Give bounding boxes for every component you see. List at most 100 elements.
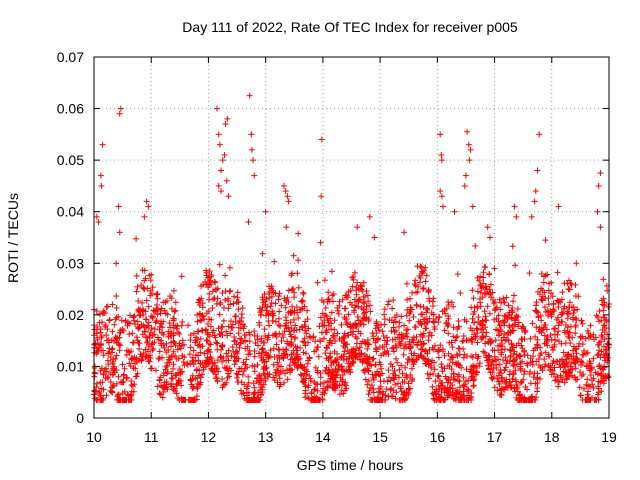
data-point [412,324,419,331]
data-point [268,293,275,300]
data-point [353,340,360,347]
data-point [555,304,562,311]
data-point [542,321,549,328]
data-point [159,354,166,361]
data-point [290,285,297,292]
data-point [285,287,292,294]
data-point [412,277,419,284]
data-point [570,347,577,354]
data-point [342,316,349,323]
data-point [170,348,177,355]
data-point [321,335,328,342]
data-point [251,353,258,360]
data-point [242,345,249,352]
data-point [106,316,113,323]
data-point [411,350,418,357]
data-point [264,373,271,380]
data-point [367,308,374,315]
data-point [519,358,526,365]
data-point [398,313,405,320]
x-tick-label: 14 [315,429,331,445]
data-point [132,321,139,328]
data-point [290,316,297,323]
data-point [127,312,134,319]
data-point [527,380,534,387]
data-point [600,322,607,329]
data-point [290,252,297,259]
data-point [599,301,606,308]
data-point [521,368,528,375]
data-point [564,310,571,317]
data-point [514,305,521,312]
data-point [234,379,241,386]
data-point [486,310,493,317]
data-point [530,374,537,381]
data-point [175,329,182,336]
data-point [200,313,207,320]
data-point [219,157,226,164]
data-point [445,330,452,337]
data-point [524,352,531,359]
data-point [232,313,239,320]
data-point [563,353,570,360]
data-point [475,314,482,321]
data-point [232,318,239,325]
data-point [435,372,442,379]
data-point [528,213,535,220]
data-point [413,289,420,296]
data-point [486,286,493,293]
data-point [311,386,318,393]
data-point [186,351,193,358]
data-point [179,318,186,325]
data-point [210,296,217,303]
data-point [237,339,244,346]
data-point [287,319,294,326]
data-point [327,315,334,322]
data-point [217,301,224,308]
x-tick-label: 12 [201,429,217,445]
data-point [555,322,562,329]
data-point [368,362,375,369]
data-point [527,335,534,342]
data-point [276,371,283,378]
data-point [123,375,130,382]
data-point [467,146,474,153]
data-point [148,365,155,372]
data-point [342,344,349,351]
data-point [251,172,258,179]
data-point [599,365,606,372]
data-point [418,264,425,271]
data-point [151,326,158,333]
data-point [491,306,498,313]
y-tick-label: 0.03 [57,255,84,271]
data-point [169,375,176,382]
data-point [216,141,223,148]
data-point [344,332,351,339]
data-point [430,318,437,325]
data-point [274,359,281,366]
data-point [93,380,100,387]
data-point [385,298,392,305]
data-point [568,281,575,288]
data-point [428,362,435,369]
data-point [536,131,543,138]
data-point [392,355,399,362]
data-point [261,326,268,333]
data-point [168,370,175,377]
data-point [517,360,524,367]
data-point [196,311,203,318]
data-point [423,272,430,279]
data-point [600,307,607,314]
data-point [469,203,476,210]
data-point [584,391,591,398]
data-point [262,333,269,340]
data-point [154,291,161,298]
data-point [438,379,445,386]
data-point [565,286,572,293]
data-point [272,300,279,307]
data-point [149,290,156,297]
data-point [269,312,276,319]
data-point [532,188,539,195]
data-point [197,379,204,386]
x-tick-label: 18 [544,429,560,445]
